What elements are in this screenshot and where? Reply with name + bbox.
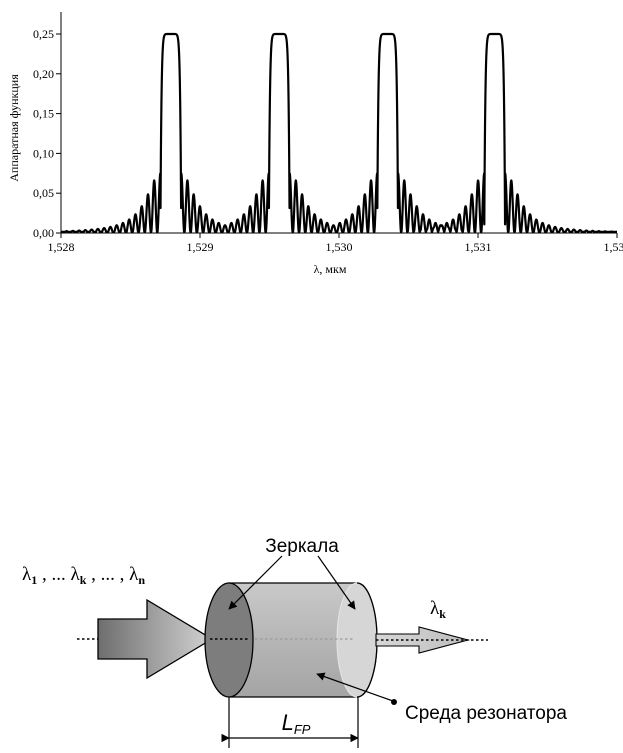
input-arrow-shape	[97, 598, 214, 680]
y-tick-label: 0,05	[33, 186, 54, 200]
length-label: LFP	[282, 710, 311, 737]
lambda-k: λ	[70, 564, 80, 585]
medium-pointer-dot	[391, 699, 397, 705]
lambda-n: λ	[129, 564, 139, 585]
y-axis-label: Аппаратная функция	[7, 74, 21, 182]
output-wavelength-label: λk	[430, 598, 446, 621]
mirror-pointer-right	[317, 555, 356, 610]
sep-2: , ... ,	[86, 564, 129, 585]
x-tick-label: 1,530	[326, 240, 353, 254]
spectrum-chart: 1,528 1,529 1,530 1,531 1,532 0,00 0,05 0,10 0,…	[7, 12, 623, 276]
y-tick-label: 0,25	[33, 27, 54, 41]
lambda-k-sub: k	[80, 573, 87, 587]
lambda-out-sub: k	[439, 607, 446, 621]
length-label-sub: FP	[294, 722, 311, 737]
mirrors-label: Зеркала	[265, 536, 339, 557]
y-tick-label: 0,15	[33, 107, 54, 121]
sep-1: , ...	[37, 564, 70, 585]
x-tick-label: 1,529	[187, 240, 214, 254]
y-tick-label: 0,10	[33, 146, 54, 160]
mirror-left	[204, 582, 254, 698]
lambda-1: λ	[22, 564, 32, 585]
y-tick-label: 0,20	[33, 67, 54, 81]
x-tick-label: 1,532	[604, 240, 623, 254]
lambda-1-sub: 1	[31, 573, 37, 587]
x-tick-label: 1,528	[48, 240, 75, 254]
lambda-n-sub: n	[138, 573, 145, 587]
transmission-curve	[60, 32, 618, 233]
y-tick-label: 0,00	[33, 226, 54, 240]
medium-pointer	[316, 672, 394, 702]
input-wavelengths-label: λ1 , ... λk , ... , λn	[22, 564, 145, 587]
x-axis-label: λ, мкм	[314, 262, 347, 276]
x-tick-label: 1,531	[465, 240, 492, 254]
lambda-out: λ	[430, 598, 440, 619]
length-label-main: L	[282, 710, 294, 735]
fabry-perot-diagram: Зеркала Среда резонатора LFP λ1 , ... λk…	[22, 536, 567, 748]
medium-label: Среда резонатора	[405, 703, 567, 724]
mirror-pointer-left	[228, 555, 283, 610]
